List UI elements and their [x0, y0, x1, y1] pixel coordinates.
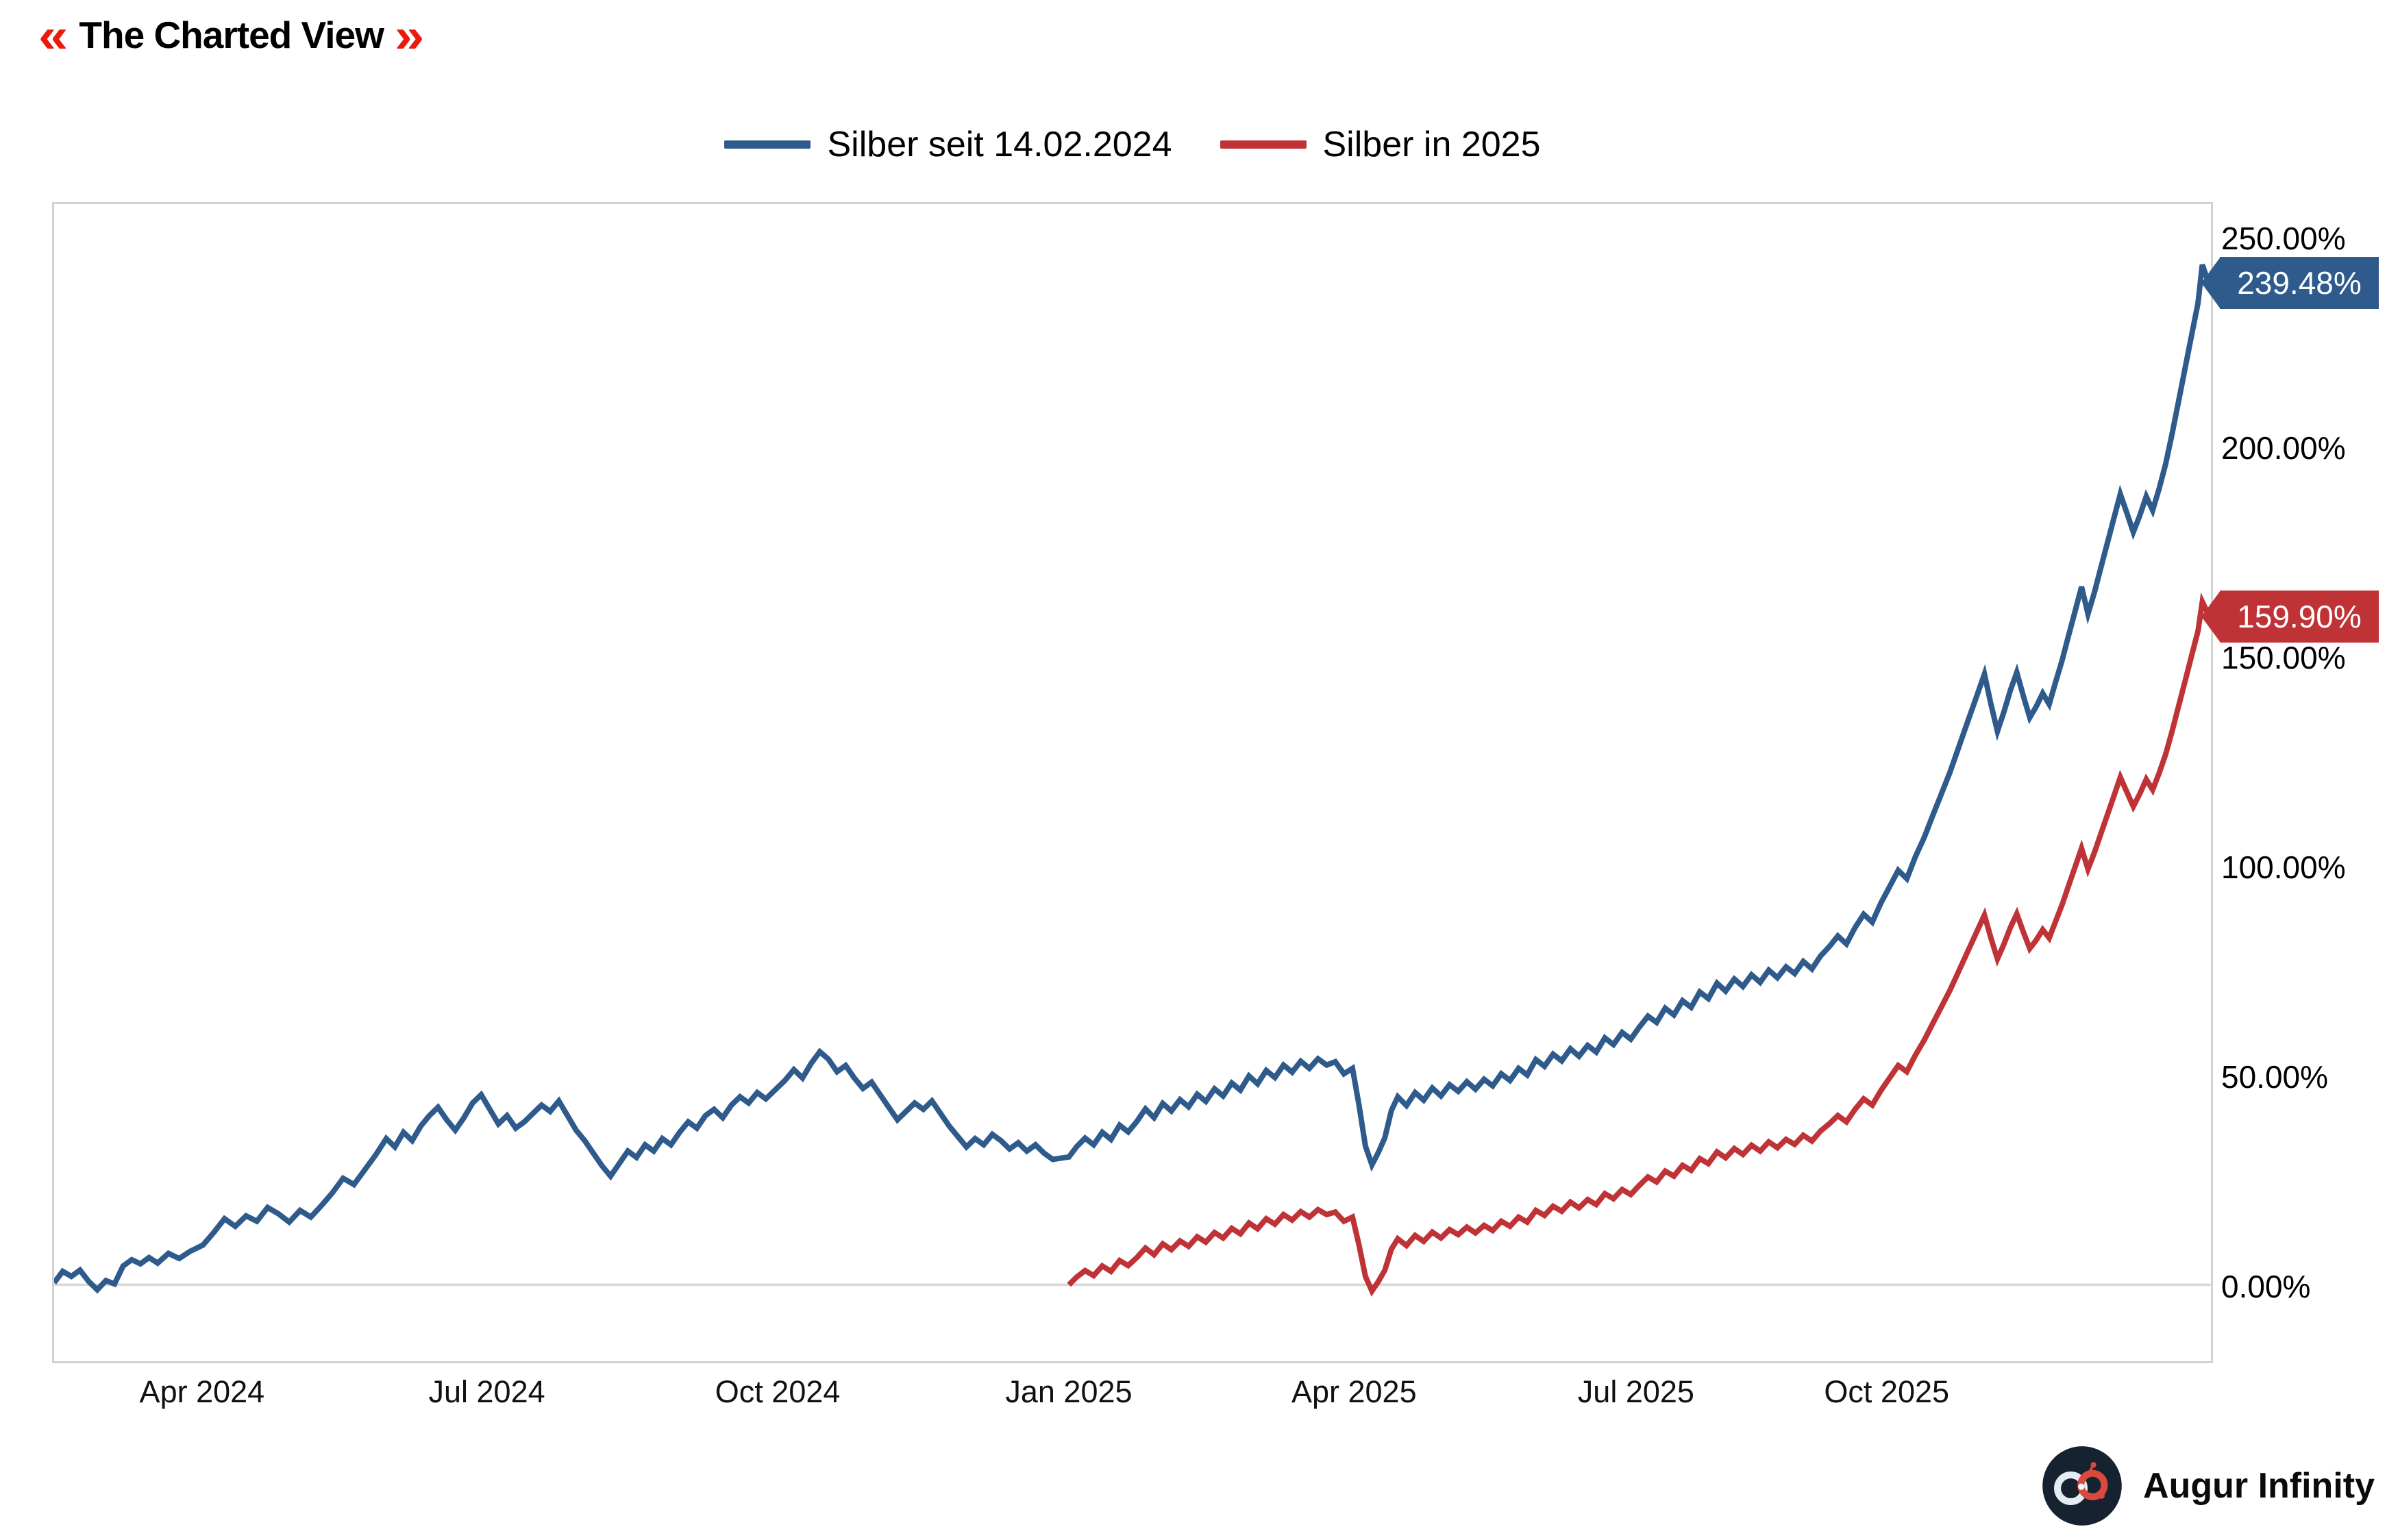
- badge-value: 159.90%: [2237, 598, 2362, 634]
- plot-area: [52, 202, 2213, 1363]
- brand-name: Augur Infinity: [2143, 1466, 2375, 1506]
- legend-item-1: Silber in 2025: [1220, 124, 1541, 165]
- last-value-badge: 159.90%: [2201, 590, 2379, 643]
- y-axis-tick-label: 0.00%: [2221, 1269, 2311, 1305]
- x-axis-tick-label: Jan 2025: [1005, 1374, 1133, 1409]
- chart-legend: Silber seit 14.02.2024 Silber in 2025: [52, 122, 2213, 167]
- x-axis-tick-label: Oct 2024: [715, 1374, 841, 1409]
- y-axis-tick-label: 50.00%: [2221, 1059, 2329, 1095]
- y-axis-tick-label: 200.00%: [2221, 430, 2346, 467]
- x-axis-tick-label: Jul 2025: [1577, 1374, 1694, 1409]
- x-axis-tick-label: Jul 2024: [428, 1374, 545, 1409]
- brand-header: « The Charted View »: [38, 4, 424, 66]
- legend-swatch-icon: [1220, 140, 1307, 149]
- x-axis-tick-label: Apr 2024: [139, 1374, 265, 1409]
- x-axis-tick-label: Apr 2025: [1291, 1374, 1417, 1409]
- badge-arrow-icon: [2201, 256, 2221, 309]
- double-chevron-left-icon: «: [38, 7, 69, 63]
- series-line-1: [1067, 592, 2211, 1297]
- x-axis-tick-label: Oct 2025: [1824, 1374, 1950, 1409]
- augur-infinity-logo-icon: [2042, 1446, 2122, 1526]
- badge-value: 239.48%: [2237, 264, 2362, 301]
- legend-item-0: Silber seit 14.02.2024: [724, 124, 1172, 165]
- y-axis-tick-label: 100.00%: [2221, 849, 2346, 886]
- y-axis-tick-label: 250.00%: [2221, 221, 2346, 257]
- y-axis-tick-label: 150.00%: [2221, 640, 2346, 676]
- badge-arrow-icon: [2201, 590, 2221, 643]
- legend-label: Silber in 2025: [1322, 125, 1541, 164]
- legend-swatch-icon: [724, 140, 811, 149]
- series-line-0: [54, 264, 2211, 1294]
- last-value-badge: 239.48%: [2201, 256, 2379, 309]
- legend-label: Silber seit 14.02.2024: [827, 125, 1172, 164]
- brand-footer: Augur Infinity: [2042, 1445, 2375, 1526]
- page-title: The Charted View: [79, 14, 384, 56]
- double-chevron-right-icon: »: [394, 7, 425, 63]
- line-chart: [54, 264, 2211, 1297]
